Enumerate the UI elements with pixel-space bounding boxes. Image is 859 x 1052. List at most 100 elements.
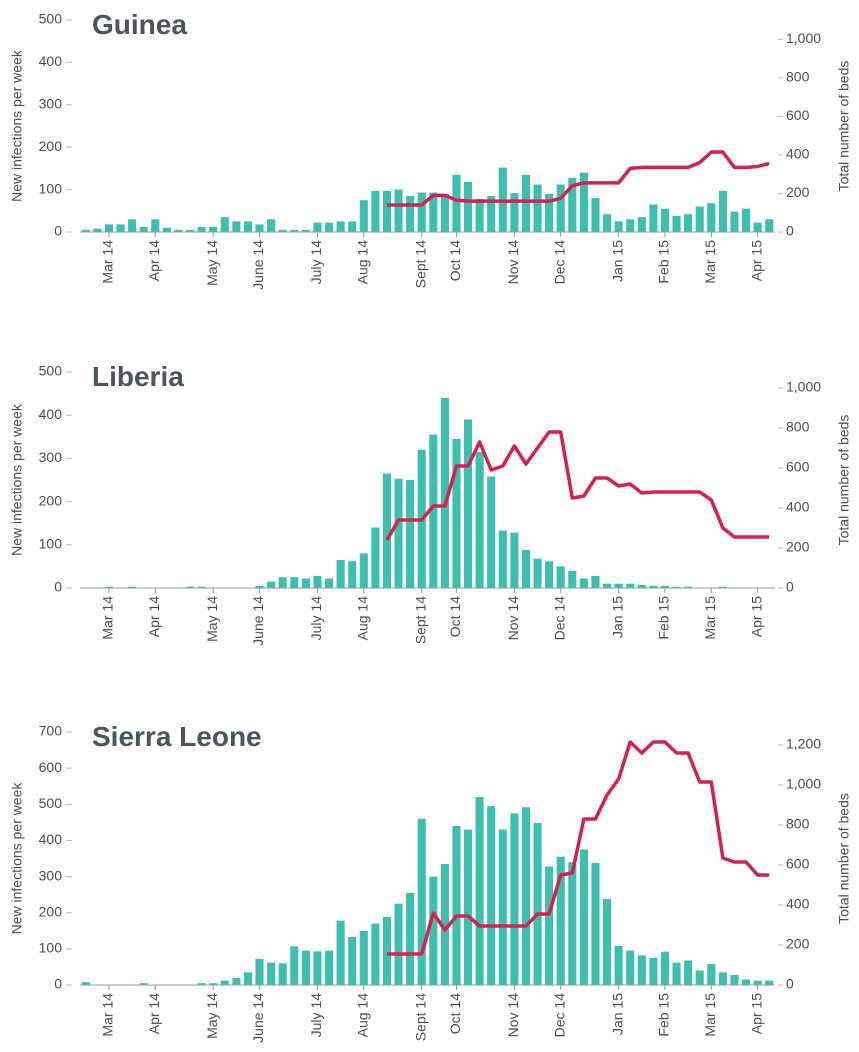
bar [81,982,90,985]
x-tick-label: Dec 14 [551,993,567,1038]
y2-axis-title: Total number of beds [836,793,852,924]
chart-title: Liberia [92,361,184,392]
bar [348,561,357,588]
bar [382,473,392,588]
x-tick-label: Mar 14 [100,596,116,640]
bar [278,229,287,232]
y-tick-label: 0 [54,579,62,595]
x-tick-label: July 14 [308,993,324,1038]
bar [324,578,334,588]
bar [545,561,554,588]
bar [255,958,264,985]
bar [267,962,276,985]
bar [359,930,368,985]
x-tick-label: Mar 15 [702,596,718,640]
bar [475,198,484,232]
bar [185,229,195,232]
bar [521,807,531,985]
bar [463,829,473,985]
y-tick-label: 0 [54,976,62,992]
bar [174,229,183,232]
bar [545,866,554,985]
y-tick-label: 300 [39,867,63,883]
bar [510,532,519,588]
bar [128,219,137,232]
bar [151,219,160,232]
bar [290,229,299,232]
x-tick-label: Nov 14 [505,993,521,1038]
y2-tick-label: 1,000 [786,776,821,792]
y2-tick-label: 0 [786,976,794,992]
x-tick-label: Feb 15 [656,240,672,284]
bar [614,583,623,588]
y-tick-label: 500 [39,11,63,27]
bar [614,221,623,232]
bar [81,229,90,232]
bar [139,983,148,985]
bar [684,586,693,588]
y-tick-label: 100 [39,940,63,956]
bar [382,917,392,985]
x-tick-label: Nov 14 [505,240,521,285]
bar [301,229,310,232]
y2-tick-label: 1,000 [786,30,821,46]
bar [324,222,334,232]
bar [568,570,577,588]
bar [371,923,380,985]
beds-line [385,430,770,541]
bar [348,936,357,985]
y2-tick-label: 800 [786,419,810,435]
y2-tick-label: 600 [786,107,810,123]
x-tick-label: Mar 15 [702,993,718,1037]
bar [243,972,253,985]
bar [220,217,229,232]
y2-tick-label: 200 [786,184,810,200]
bar [510,813,519,985]
bar [463,419,473,588]
x-tick-label: Jan 15 [609,596,625,638]
y-axis-title: New infections per week [9,403,25,556]
x-tick-label: May 14 [204,596,220,642]
bar [741,979,751,985]
y2-axis-title: Total number of beds [836,61,852,192]
bar [672,215,681,232]
bar [695,206,704,232]
x-tick-label: Aug 14 [354,240,370,285]
bar [417,818,426,985]
x-tick-label: May 14 [204,240,220,286]
bar [255,224,264,232]
y2-tick-label: 200 [786,936,810,952]
bar [394,903,403,985]
x-tick-label: Apr 15 [748,993,764,1034]
bar [243,221,253,232]
bar [637,955,646,985]
bar [660,951,670,985]
bar [371,527,380,588]
bar [394,189,403,232]
bar [602,583,612,588]
bar [185,586,195,588]
x-tick-label: Apr 14 [146,596,162,637]
y-tick-label: 700 [39,723,63,739]
y-tick-label: 400 [39,406,63,422]
bar [406,892,415,985]
y2-tick-label: 400 [786,146,810,162]
y2-tick-label: 800 [786,816,810,832]
bar [440,397,449,588]
bar [104,586,114,588]
y-tick-label: 200 [39,138,63,154]
y-tick-label: 500 [39,363,63,379]
bar [336,221,345,232]
bar [556,856,565,985]
y-axis-title: New infections per week [9,782,25,935]
bar [406,195,415,232]
bar [684,214,693,232]
bar [602,214,612,232]
bar [475,797,484,985]
bar [521,174,531,232]
bar [440,193,449,232]
x-tick-label: Nov 14 [505,596,521,641]
x-tick-label: Sept 14 [412,596,428,644]
bar [672,962,681,985]
